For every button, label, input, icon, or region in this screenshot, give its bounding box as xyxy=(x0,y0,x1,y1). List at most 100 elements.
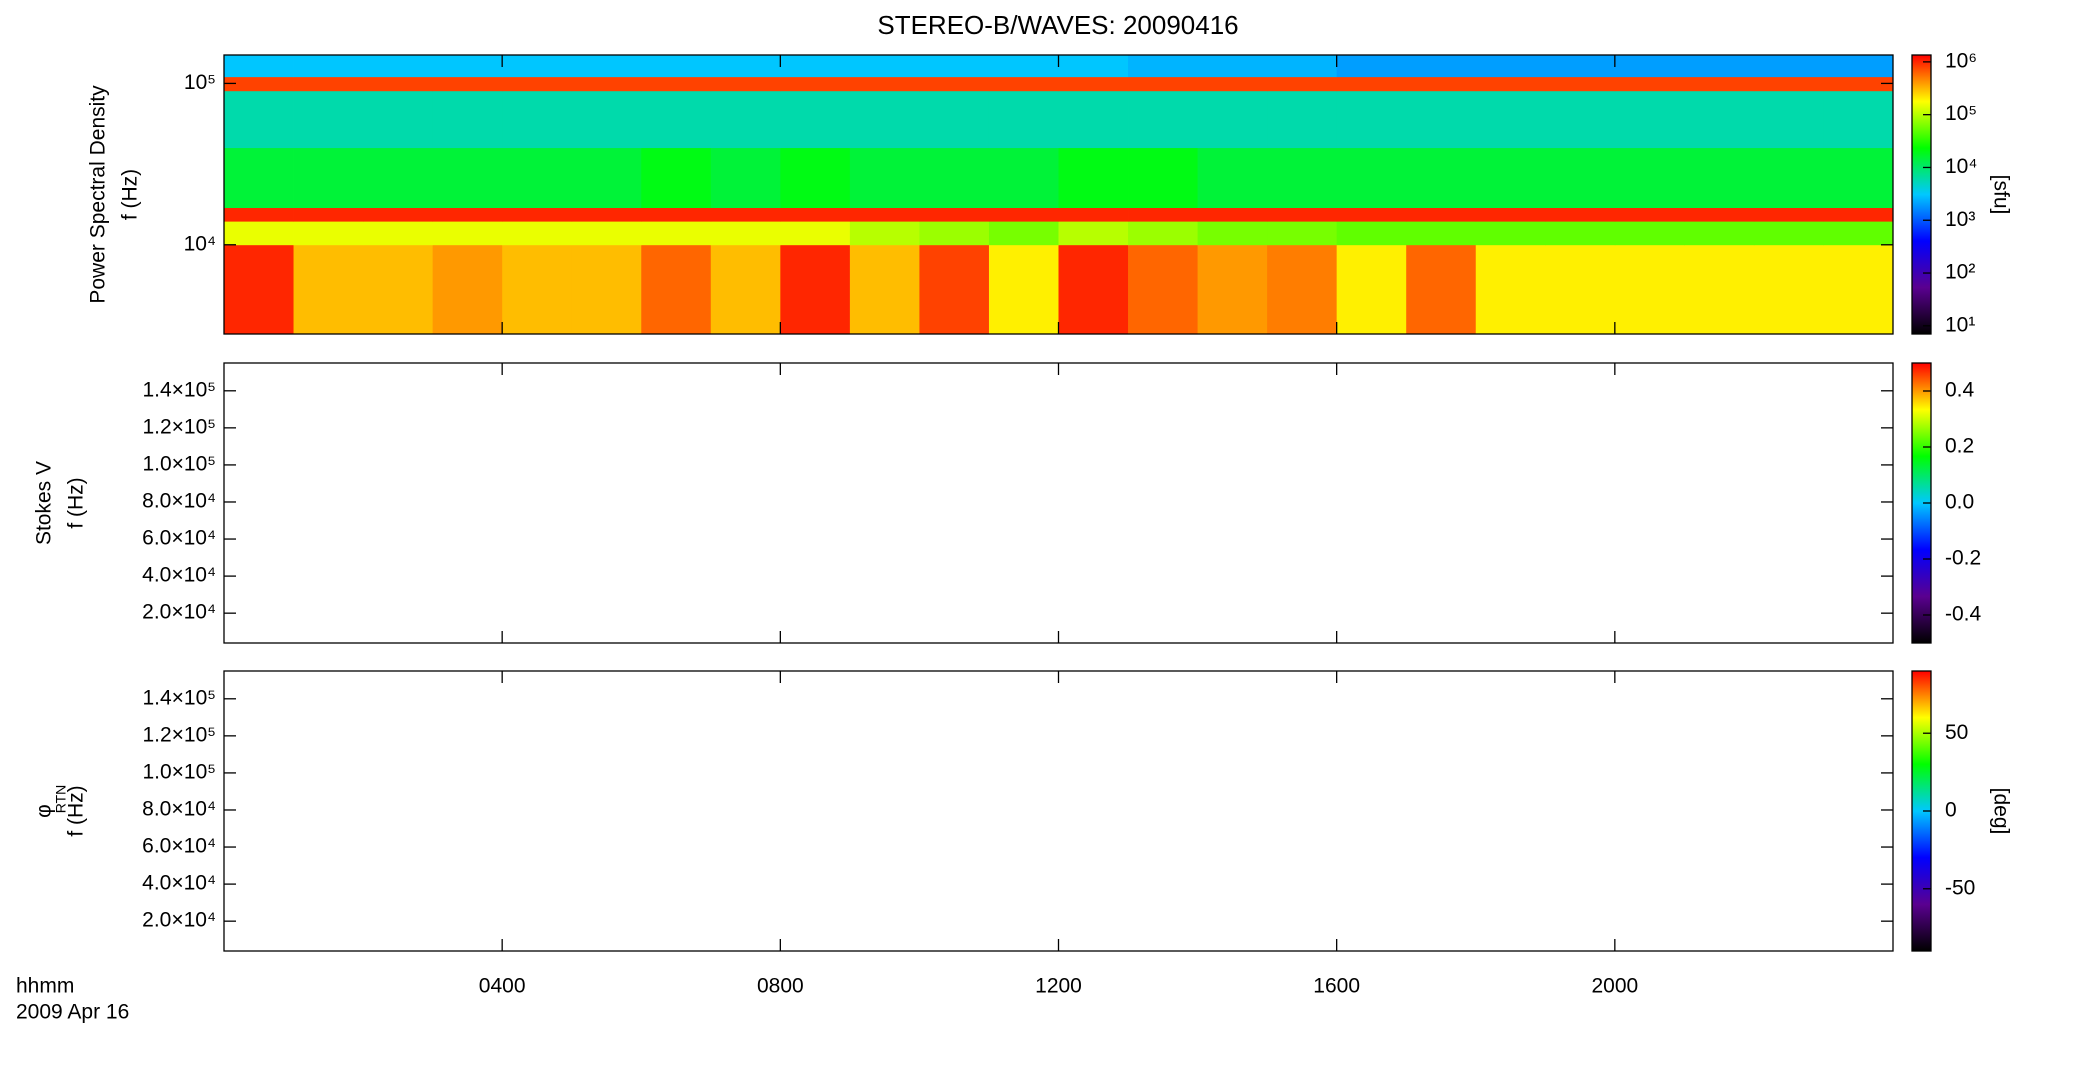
heatmap-cell xyxy=(919,90,990,149)
heatmap-cell xyxy=(710,244,781,335)
heatmap-cell xyxy=(1545,221,1616,246)
heatmap-cell xyxy=(1614,207,1685,222)
colorbar-tick-label: 10⁵ xyxy=(1945,102,1977,125)
heatmap-cell xyxy=(849,244,920,335)
heatmap-cell xyxy=(224,147,294,208)
y-tick-label: 4.0×10⁴ xyxy=(142,564,216,587)
heatmap-cell xyxy=(1475,244,1546,335)
heatmap-cell xyxy=(502,244,573,335)
y-tick-label: 1.4×10⁵ xyxy=(142,378,216,401)
x-tick-label: 2000 xyxy=(1591,975,1638,998)
heatmap-cell xyxy=(1545,207,1616,222)
heatmap-cell xyxy=(1267,55,1338,78)
heatmap-cell xyxy=(849,207,920,222)
heatmap-cell xyxy=(1614,147,1685,208)
heatmap-cell xyxy=(571,55,642,78)
heatmap-cell xyxy=(1406,76,1477,92)
heatmap-cell xyxy=(988,244,1059,335)
heatmap-cell xyxy=(293,90,364,149)
heatmap-cell xyxy=(641,90,712,149)
heatmap-cell xyxy=(224,244,294,335)
chart-title: STEREO-B/WAVES: 20090416 xyxy=(877,10,1238,40)
heatmap-cell xyxy=(224,90,294,149)
heatmap-cell xyxy=(1058,90,1129,149)
heatmap-cell xyxy=(1614,76,1685,92)
x-tick-label: 0400 xyxy=(479,975,526,998)
heatmap-cell xyxy=(1058,221,1129,246)
colorbar-tick-label: -0.4 xyxy=(1945,603,1982,626)
heatmap-cell xyxy=(1128,244,1198,335)
heatmap-cell xyxy=(1475,207,1546,222)
heatmap-cell xyxy=(1684,90,1755,149)
heatmap-cell xyxy=(780,55,851,78)
x-tick-label: 0800 xyxy=(757,975,804,998)
heatmap-cell xyxy=(849,90,920,149)
heatmap-cell xyxy=(988,90,1059,149)
heatmap-cell xyxy=(224,221,294,246)
heatmap-cell xyxy=(1197,55,1268,78)
heatmap-cell xyxy=(710,76,781,92)
colorbar-tick-label: 10² xyxy=(1945,261,1975,284)
heatmap-cell xyxy=(919,55,990,78)
heatmap-cell xyxy=(293,221,364,246)
heatmap-cell xyxy=(1058,147,1129,208)
heatmap-cell xyxy=(919,244,990,335)
colorbar xyxy=(1911,54,1932,335)
heatmap-cell xyxy=(1406,147,1477,208)
heatmap-cell xyxy=(849,55,920,78)
heatmap-cell xyxy=(432,221,503,246)
heatmap-cell xyxy=(1475,76,1546,92)
heatmap-cell xyxy=(1336,55,1407,78)
y-tick-label: 10⁴ xyxy=(184,232,216,255)
heatmap-cell xyxy=(780,221,851,246)
heatmap-cell xyxy=(502,55,573,78)
heatmap-cell xyxy=(1267,207,1338,222)
heatmap-cell xyxy=(780,244,851,335)
heatmap-cell xyxy=(780,147,851,208)
heatmap-cell xyxy=(432,147,503,208)
y-axis-label: Stokes V xyxy=(33,461,56,545)
heatmap-cell xyxy=(224,76,294,92)
heatmap-cell xyxy=(1128,147,1198,208)
heatmap-cell xyxy=(571,207,642,222)
heatmap-cell xyxy=(571,244,642,335)
y-axis-label: Power Spectral Density xyxy=(87,85,110,304)
heatmap-cell xyxy=(1336,76,1407,92)
heatmap-cell xyxy=(1058,244,1129,335)
heatmap-cell xyxy=(432,76,503,92)
heatmap-cell xyxy=(988,207,1059,222)
heatmap-cell xyxy=(293,76,364,92)
heatmap-cell xyxy=(363,244,434,335)
heatmap-cell xyxy=(571,90,642,149)
heatmap-cell xyxy=(1823,76,1894,92)
heatmap-cell xyxy=(1267,90,1338,149)
colorbar-tick-label: 0.4 xyxy=(1945,379,1975,402)
colorbar-tick-label: 10¹ xyxy=(1945,313,1975,336)
heatmap-cell xyxy=(1475,221,1546,246)
heatmap-cell xyxy=(641,55,712,78)
heatmap-cell xyxy=(1336,221,1407,246)
heatmap-cell xyxy=(988,55,1059,78)
heatmap-cell xyxy=(1753,207,1824,222)
heatmap-cell xyxy=(293,207,364,222)
heatmap-cell xyxy=(1406,90,1477,149)
heatmap-cell xyxy=(1684,221,1755,246)
heatmap-cell xyxy=(1267,221,1338,246)
heatmap-cell xyxy=(710,207,781,222)
heatmap-cell xyxy=(293,55,364,78)
heatmap-cell xyxy=(1614,244,1685,335)
heatmap-cell xyxy=(1545,90,1616,149)
y-tick-label: 1.0×10⁵ xyxy=(142,452,216,475)
heatmap-cell xyxy=(1545,244,1616,335)
heatmap-cell xyxy=(1197,90,1268,149)
heatmap-cell xyxy=(293,147,364,208)
heatmap-cell xyxy=(363,221,434,246)
heatmap-cell xyxy=(919,221,990,246)
colorbar-tick-label: 10³ xyxy=(1945,208,1975,231)
x-tick-label: 1600 xyxy=(1313,975,1360,998)
y-tick-label: 6.0×10⁴ xyxy=(142,527,216,550)
heatmap-cell xyxy=(432,207,503,222)
heatmap-cell xyxy=(1753,244,1824,335)
heatmap-cell xyxy=(1614,90,1685,149)
